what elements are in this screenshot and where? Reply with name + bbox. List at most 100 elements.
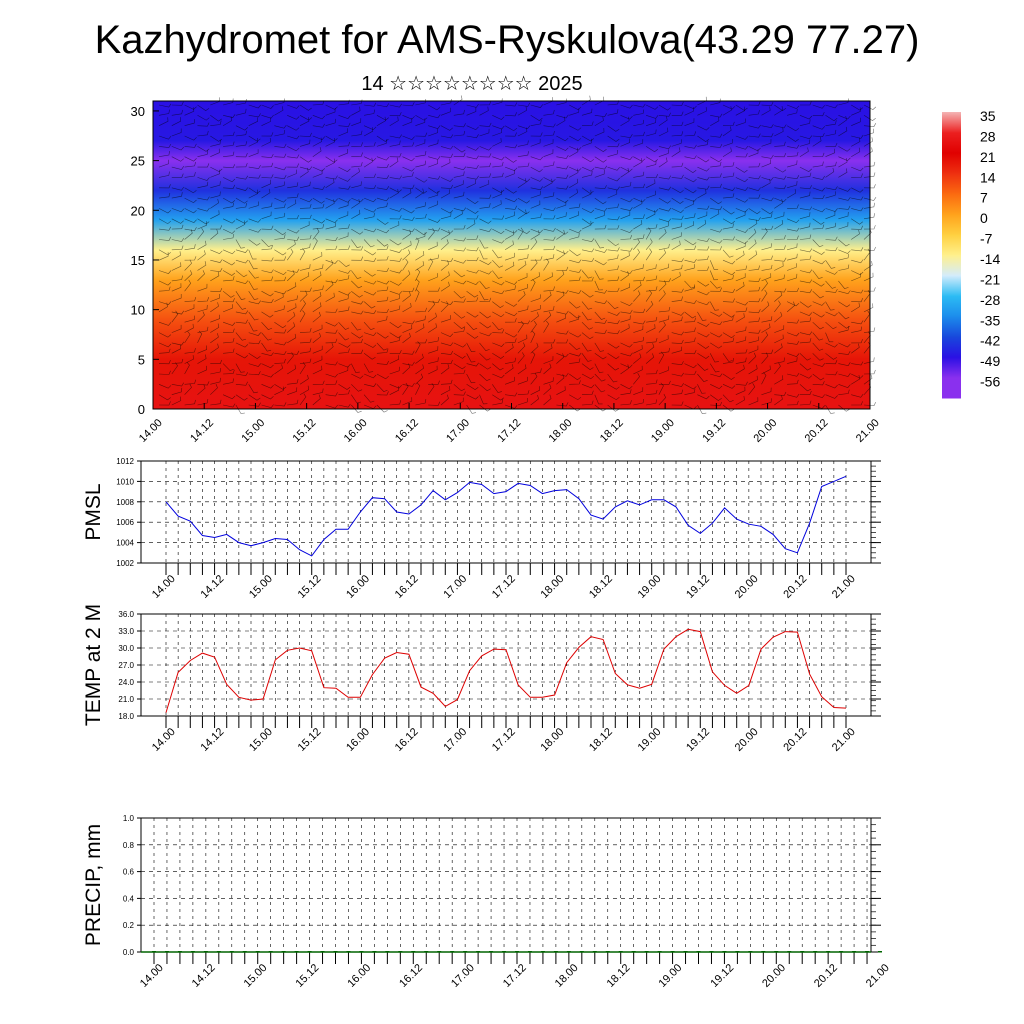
- xtick-label: 16.00: [345, 962, 373, 990]
- xtick-label: 20.00: [760, 962, 788, 990]
- xtick-label: 15.00: [242, 962, 270, 990]
- xtick-label: 19.00: [636, 726, 664, 754]
- heatmap-xtick-label: 19.12: [700, 417, 728, 445]
- y-axis-label: PMSL: [82, 483, 105, 540]
- colorbar-label: 35: [980, 108, 996, 124]
- xtick-label: 17.00: [449, 962, 477, 990]
- colorbar-swatch: [942, 234, 961, 256]
- ytick-label: 36.0: [118, 610, 134, 619]
- panel-precip: 0.0 0.2 0.4 0.6 0.8 1.0 14.00 14.12 15.00 15.12 16…: [82, 814, 892, 990]
- y-axis-label: TEMP at 2 M: [82, 604, 105, 726]
- xtick-label: 20.12: [781, 726, 809, 754]
- xtick-label: 17.12: [501, 962, 529, 990]
- xtick-label: 19.12: [684, 726, 712, 754]
- ytick-label: 0.8: [123, 841, 135, 850]
- colorbar-swatch: [942, 255, 961, 276]
- ytick-label: 0.4: [123, 894, 135, 903]
- heatmap-xtick-label: 21.00: [854, 417, 882, 445]
- ytick-label: 1010: [116, 477, 134, 486]
- xtick-label: 16.12: [393, 573, 421, 601]
- xtick-label: 14.00: [150, 726, 178, 754]
- colorbar-label: -28: [980, 292, 1000, 308]
- xtick-label: 21.00: [830, 573, 858, 601]
- colorbar-swatch: [942, 295, 961, 317]
- colorbar-swatch: [942, 214, 961, 236]
- heatmap-xtick-label: 18.00: [547, 417, 575, 445]
- heatmap-xtick-label: 16.12: [393, 417, 421, 445]
- colorbar-label: -21: [980, 271, 1000, 287]
- xtick-label: 18.12: [605, 962, 633, 990]
- ytick-label: 0.2: [123, 921, 135, 930]
- panel-frame: [140, 817, 872, 953]
- xtick-label: 14.12: [190, 962, 218, 990]
- heatmap-ytick-label: 25: [131, 154, 145, 169]
- heatmap-xtick-label: 15.12: [291, 417, 319, 445]
- colorbar-swatch: [942, 193, 961, 215]
- heatmap-xtick-label: 19.00: [649, 417, 677, 445]
- colorbar-swatch: [942, 357, 961, 379]
- y-axis-label: PRECIP, mm: [82, 824, 105, 946]
- xtick-label: 15.12: [296, 573, 324, 601]
- xtick-label: 20.00: [733, 573, 761, 601]
- xtick-label: 18.12: [587, 726, 615, 754]
- colorbar-label: -49: [980, 353, 1000, 369]
- xtick-label: 19.12: [708, 962, 736, 990]
- xtick-label: 18.00: [538, 726, 566, 754]
- xtick-label: 15.00: [247, 573, 275, 601]
- colorbar-label: 14: [980, 169, 996, 185]
- xtick-label: 14.00: [138, 962, 166, 990]
- xtick-label: 17.00: [441, 726, 469, 754]
- colorbar-label: -7: [980, 231, 993, 247]
- chart-subtitle: 14 ☆☆☆☆☆☆☆☆ 2025: [361, 73, 583, 95]
- precip-bar: [878, 951, 882, 953]
- xtick-label: 16.00: [344, 726, 372, 754]
- ytick-label: 1008: [116, 498, 134, 507]
- heatmap-xtick-label: 18.12: [598, 417, 626, 445]
- colorbar-swatch: [942, 275, 961, 297]
- xtick-label: 14.12: [198, 573, 226, 601]
- heatmap-xtick-label: 14.00: [137, 417, 165, 445]
- xtick-label: 19.12: [684, 573, 712, 601]
- xtick-label: 16.00: [344, 573, 372, 601]
- temperature-field: [153, 101, 870, 409]
- xtick-label: 18.12: [587, 573, 615, 601]
- ytick-label: 30.0: [118, 644, 134, 653]
- xtick-label: 20.00: [733, 726, 761, 754]
- colorbar-label: 0: [980, 210, 988, 226]
- ytick-label: 1.0: [123, 814, 135, 823]
- ytick-label: 1002: [116, 559, 134, 568]
- xtick-label: 20.12: [781, 573, 809, 601]
- heatmap-ytick-label: 15: [131, 253, 145, 268]
- colorbar-swatch: [942, 316, 961, 338]
- heatmap-xtick-label: 17.12: [495, 417, 523, 445]
- ytick-label: 1006: [116, 518, 134, 527]
- ytick-label: 0.6: [123, 868, 135, 877]
- heatmap-ytick-label: 10: [131, 303, 145, 318]
- heatmap-ytick-label: 5: [138, 352, 145, 367]
- heatmap-xtick-label: 20.12: [803, 417, 831, 445]
- heatmap-xtick-label: 14.12: [188, 417, 216, 445]
- xtick-label: 19.00: [636, 573, 664, 601]
- panel-temp: 18.0 21.0 24.0 27.0 30.0 33.0 36.0 14.00 14.12 15…: [82, 604, 881, 754]
- xtick-label: 20.12: [812, 962, 840, 990]
- colorbar-label: 21: [980, 149, 996, 165]
- wind-barbs-overlay: [158, 95, 877, 415]
- colorbar-label: -35: [980, 312, 1000, 328]
- ytick-label: 21.0: [118, 695, 134, 704]
- xtick-label: 18.00: [538, 573, 566, 601]
- xtick-label: 17.12: [490, 573, 518, 601]
- xtick-label: 16.12: [393, 726, 421, 754]
- xtick-label: 17.12: [490, 726, 518, 754]
- heatmap-xtick-label: 16.00: [342, 417, 370, 445]
- ytick-label: 27.0: [118, 661, 134, 670]
- colorbar-label: 7: [980, 190, 988, 206]
- colorbar-label: -14: [980, 251, 1000, 267]
- ytick-label: 33.0: [118, 627, 134, 636]
- colorbar-swatch: [942, 377, 961, 399]
- xtick-label: 15.00: [247, 726, 275, 754]
- ytick-label: 1004: [116, 539, 134, 548]
- xtick-label: 14.00: [150, 573, 178, 601]
- colorbar-swatch: [942, 173, 961, 195]
- panel-pmsl: 1002 1004 1006 1008 1010 1012 14.00 14.12 15.00 1…: [82, 457, 881, 601]
